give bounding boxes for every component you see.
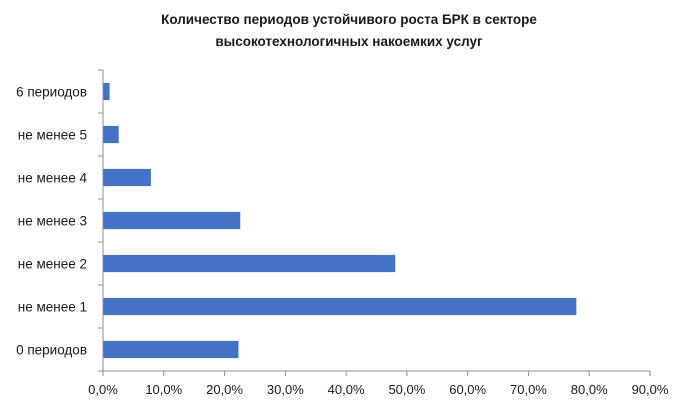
x-tick-label: 80,0% <box>571 382 608 397</box>
bar <box>103 297 577 316</box>
x-tick-label: 10,0% <box>145 382 182 397</box>
bar <box>103 82 110 101</box>
category-label: 6 периодов <box>16 85 87 100</box>
x-tick-label: 0,0% <box>88 382 118 397</box>
bar <box>103 168 151 187</box>
x-tick-label: 90,0% <box>632 382 669 397</box>
bar <box>103 254 396 273</box>
x-tick-label: 20,0% <box>206 382 243 397</box>
x-tick-label: 70,0% <box>510 382 547 397</box>
bar <box>103 211 241 230</box>
category-label: 0 периодов <box>16 343 87 358</box>
category-label: не менее 1 <box>18 300 87 315</box>
x-tick-label: 30,0% <box>267 382 304 397</box>
axes-layer: 6 периодов не менее 5 не менее 4 не менее 3… <box>16 69 669 397</box>
category-label: не менее 4 <box>18 171 88 186</box>
category-label: не менее 5 <box>18 128 87 143</box>
x-tick-label: 40,0% <box>328 382 365 397</box>
category-label: не менее 2 <box>18 257 87 272</box>
chart-title-line-1: Количество периодов устойчивого роста БР… <box>161 12 537 27</box>
x-tick-label: 50,0% <box>388 382 425 397</box>
x-tick-label: 60,0% <box>449 382 486 397</box>
bar <box>103 125 119 144</box>
chart-title-line-2: высокотехнологичных накоемких услуг <box>215 34 483 49</box>
category-label: не менее 3 <box>18 214 87 229</box>
bar <box>103 340 239 359</box>
bars-layer <box>103 82 577 359</box>
